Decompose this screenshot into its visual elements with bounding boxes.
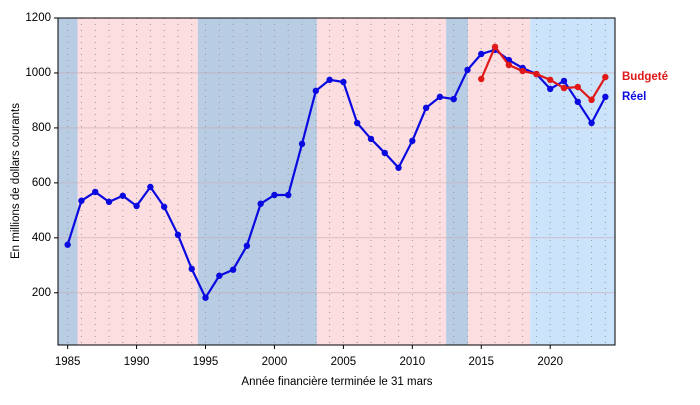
data-point [505, 61, 513, 69]
data-point [478, 50, 485, 58]
legend-label: Budgeté [622, 71, 668, 83]
data-point [202, 294, 209, 301]
data-point [588, 119, 595, 127]
x-axis-label: Année financière terminée le 31 mars [241, 376, 432, 388]
data-point [395, 164, 402, 171]
y-tick-label: 200 [32, 287, 51, 299]
data-point [436, 93, 444, 101]
data-point [160, 203, 168, 210]
shaded-period [446, 18, 469, 345]
data-point [243, 242, 251, 250]
data-point [560, 84, 568, 92]
x-tick-label: 1985 [55, 356, 81, 368]
data-point [422, 104, 430, 112]
data-point [133, 202, 140, 210]
data-point [367, 135, 375, 143]
data-point [92, 188, 99, 196]
data-point [119, 192, 126, 199]
data-point [64, 241, 71, 248]
data-point [547, 85, 554, 93]
data-point [588, 96, 595, 104]
y-tick-label: 800 [32, 122, 51, 134]
series-line [66, 48, 607, 301]
data-point [381, 149, 388, 157]
y-tick-label: 400 [32, 232, 51, 244]
data-point [257, 200, 264, 207]
data-point [147, 183, 154, 191]
data-point [560, 77, 568, 85]
plot-frame [57, 17, 616, 346]
data-point [340, 78, 347, 86]
shaded-period [530, 18, 615, 345]
data-point [478, 75, 485, 83]
y-axis-label: En millions de dollars courants [10, 103, 22, 259]
data-point [271, 191, 278, 199]
data-point [188, 265, 195, 273]
data-point [216, 272, 223, 279]
x-tick-label: 1995 [193, 356, 219, 368]
shaded-period [77, 18, 198, 345]
series-line [480, 44, 607, 102]
data-point [312, 87, 320, 95]
data-point [229, 266, 237, 273]
shaded-period [58, 18, 78, 345]
data-point [574, 98, 581, 106]
data-point [105, 198, 113, 206]
x-tick-label: 2010 [400, 356, 426, 368]
data-point [353, 119, 361, 127]
data-point [78, 197, 85, 204]
data-point [174, 231, 182, 239]
data-point [519, 67, 526, 75]
y-tick-label: 1000 [25, 67, 51, 79]
x-tick-label: 2000 [262, 356, 288, 368]
x-tick-label: 2020 [537, 356, 563, 368]
data-point [491, 43, 499, 51]
y-tick-label: 600 [32, 177, 51, 189]
data-point [298, 140, 306, 148]
data-point [574, 83, 581, 91]
y-tick-label: 1200 [25, 12, 51, 24]
data-point [547, 76, 554, 84]
data-point [602, 93, 609, 101]
data-point [533, 70, 540, 78]
shaded-period [197, 18, 317, 345]
legend-label: Réel [622, 91, 646, 103]
data-point [450, 95, 457, 103]
data-point [285, 191, 292, 199]
shaded-period [316, 18, 447, 345]
x-tick-label: 1990 [124, 356, 150, 368]
data-point [602, 73, 609, 81]
data-point [464, 66, 471, 74]
x-tick-label: 2005 [331, 356, 357, 368]
data-point [409, 137, 416, 145]
data-point [326, 76, 333, 84]
x-tick-label: 2015 [468, 356, 494, 368]
